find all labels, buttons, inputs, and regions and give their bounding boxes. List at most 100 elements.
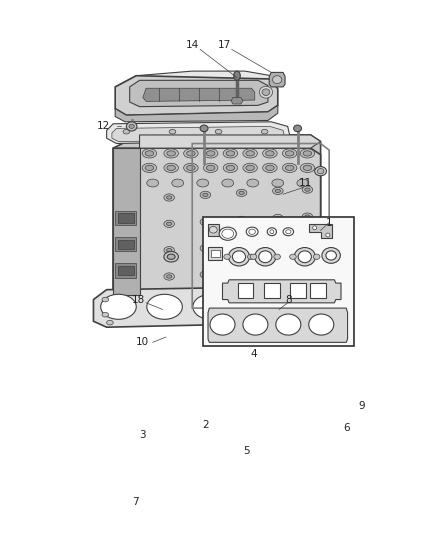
Ellipse shape — [300, 163, 314, 173]
Bar — [290, 283, 306, 297]
Ellipse shape — [265, 165, 274, 171]
Ellipse shape — [200, 271, 211, 278]
Ellipse shape — [187, 151, 195, 156]
Ellipse shape — [237, 189, 247, 197]
Ellipse shape — [307, 307, 314, 312]
Ellipse shape — [305, 215, 310, 218]
Ellipse shape — [101, 294, 136, 319]
Ellipse shape — [293, 125, 301, 132]
Ellipse shape — [283, 149, 297, 158]
Ellipse shape — [311, 285, 325, 296]
Ellipse shape — [203, 273, 208, 276]
Ellipse shape — [239, 285, 252, 296]
Ellipse shape — [302, 186, 313, 193]
Ellipse shape — [272, 214, 283, 222]
Polygon shape — [130, 80, 268, 107]
Ellipse shape — [234, 71, 240, 80]
Ellipse shape — [290, 254, 296, 260]
Ellipse shape — [317, 168, 324, 174]
Ellipse shape — [272, 76, 282, 84]
Ellipse shape — [298, 251, 311, 263]
Ellipse shape — [265, 151, 274, 156]
Bar — [118, 240, 134, 249]
Polygon shape — [115, 71, 276, 87]
Ellipse shape — [203, 247, 208, 250]
Polygon shape — [269, 72, 285, 87]
Bar — [208, 224, 219, 236]
Ellipse shape — [255, 247, 276, 266]
Ellipse shape — [246, 165, 254, 171]
Ellipse shape — [243, 314, 268, 335]
Ellipse shape — [285, 294, 321, 319]
Ellipse shape — [239, 271, 244, 274]
Polygon shape — [113, 148, 140, 295]
Bar — [310, 283, 326, 297]
Ellipse shape — [303, 151, 312, 156]
Ellipse shape — [129, 124, 134, 128]
Polygon shape — [115, 76, 278, 115]
Ellipse shape — [164, 163, 178, 173]
Polygon shape — [231, 98, 243, 104]
Text: 11: 11 — [299, 178, 312, 188]
Bar — [115, 211, 136, 225]
Ellipse shape — [272, 187, 283, 195]
Ellipse shape — [239, 294, 275, 319]
Ellipse shape — [209, 227, 217, 233]
Ellipse shape — [300, 149, 314, 158]
Text: 9: 9 — [359, 401, 365, 411]
Ellipse shape — [147, 179, 159, 187]
Ellipse shape — [265, 285, 279, 296]
Ellipse shape — [243, 163, 258, 173]
Ellipse shape — [322, 247, 340, 263]
Ellipse shape — [203, 220, 208, 223]
Ellipse shape — [275, 189, 280, 192]
Ellipse shape — [294, 247, 315, 266]
Ellipse shape — [302, 239, 313, 247]
Ellipse shape — [276, 314, 301, 335]
Polygon shape — [208, 308, 348, 342]
Polygon shape — [106, 122, 290, 143]
Text: 10: 10 — [136, 337, 149, 348]
Ellipse shape — [274, 254, 280, 260]
Text: 3: 3 — [140, 430, 146, 440]
Polygon shape — [223, 280, 341, 303]
Ellipse shape — [215, 130, 222, 134]
Text: 2: 2 — [202, 419, 208, 430]
Polygon shape — [113, 135, 321, 296]
Ellipse shape — [313, 254, 320, 260]
Text: 14: 14 — [186, 40, 199, 50]
Ellipse shape — [164, 247, 174, 254]
Bar — [115, 237, 136, 252]
Text: 6: 6 — [343, 423, 350, 433]
Bar — [118, 213, 134, 222]
Text: 12: 12 — [97, 122, 110, 132]
Ellipse shape — [239, 191, 244, 195]
Ellipse shape — [206, 165, 215, 171]
Ellipse shape — [307, 319, 314, 324]
Ellipse shape — [246, 227, 258, 236]
Ellipse shape — [223, 163, 238, 173]
Bar — [264, 283, 280, 297]
Ellipse shape — [246, 151, 254, 156]
Ellipse shape — [200, 191, 211, 198]
Ellipse shape — [164, 194, 174, 201]
Ellipse shape — [164, 149, 178, 158]
Ellipse shape — [127, 122, 137, 131]
Ellipse shape — [275, 216, 280, 220]
Ellipse shape — [200, 218, 211, 225]
Ellipse shape — [270, 230, 274, 233]
Ellipse shape — [314, 166, 326, 176]
Ellipse shape — [275, 269, 280, 272]
Polygon shape — [113, 148, 321, 295]
Ellipse shape — [267, 228, 276, 236]
Ellipse shape — [262, 89, 270, 95]
Ellipse shape — [233, 251, 246, 263]
Ellipse shape — [172, 179, 184, 187]
Ellipse shape — [203, 193, 208, 197]
Ellipse shape — [166, 222, 172, 225]
Ellipse shape — [142, 149, 157, 158]
Ellipse shape — [123, 130, 130, 134]
Polygon shape — [115, 106, 278, 122]
Ellipse shape — [145, 151, 154, 156]
Ellipse shape — [142, 163, 157, 173]
